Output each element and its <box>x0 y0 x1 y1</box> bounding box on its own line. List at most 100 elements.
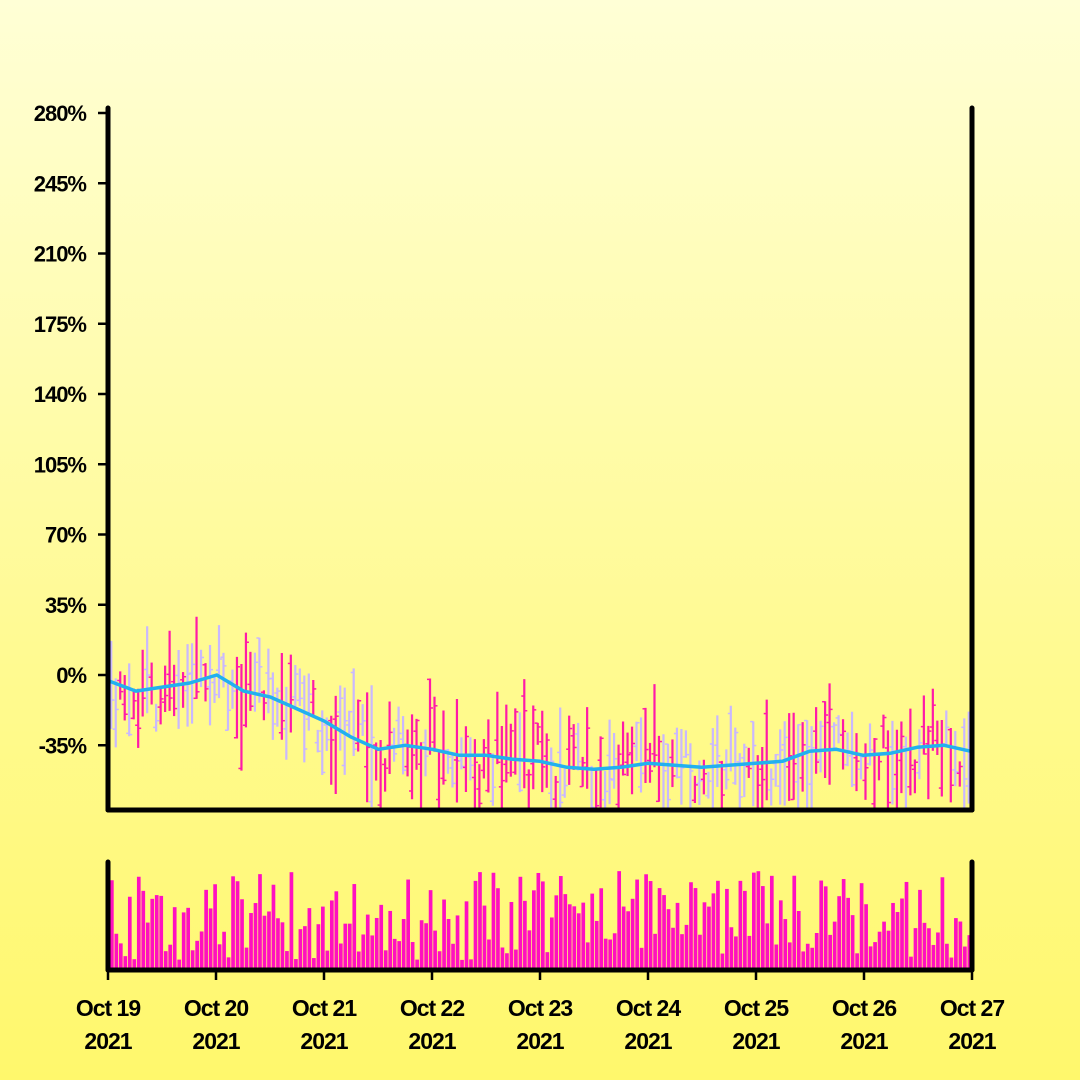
volume-bar <box>509 901 514 970</box>
volume-bar <box>460 959 464 970</box>
volume-bar <box>837 896 842 970</box>
y-tick-label: 70% <box>45 523 86 548</box>
volume-bar <box>145 922 150 970</box>
volume-bar <box>585 942 590 970</box>
x-tick-label-date: Oct 27 <box>940 995 1005 1021</box>
volume-bar <box>392 938 397 970</box>
volume-bar <box>873 942 877 970</box>
x-tick-label-date: Oct 25 <box>724 995 790 1021</box>
volume-bar <box>954 918 958 970</box>
x-tick-label-date: Oct 22 <box>400 995 465 1021</box>
volume-bar <box>419 920 424 970</box>
volume-bar <box>774 944 779 970</box>
volume-bar <box>114 933 119 970</box>
volume-bar <box>864 904 868 970</box>
volume-bar <box>424 923 428 970</box>
volume-bar <box>262 915 267 970</box>
volume-bar <box>765 923 770 970</box>
volume-bar <box>657 888 662 970</box>
volume-bar <box>312 958 316 970</box>
volume-bar <box>590 893 595 970</box>
volume-bar <box>913 928 918 970</box>
volume-bar <box>307 908 312 970</box>
volume-bar <box>581 902 586 970</box>
x-axis-ticks: Oct 19 2021 Oct 20 2021 Oct 21 2021 Oct 22 2021… <box>76 970 1005 1054</box>
volume-bar <box>127 896 132 970</box>
volume-bar <box>213 884 217 970</box>
volume-bar <box>505 953 509 970</box>
volume-bar <box>361 934 366 970</box>
volume-bar <box>567 904 572 970</box>
volume-bar <box>626 911 630 970</box>
volume-bar <box>325 950 330 970</box>
volume-bar <box>415 959 419 970</box>
volume-bar <box>801 951 806 970</box>
volume-bar <box>828 934 833 970</box>
volume-bar <box>698 934 702 970</box>
volume-bar <box>662 895 666 970</box>
volume-bar <box>747 935 752 970</box>
volume-bar <box>576 913 581 970</box>
volume-bar <box>276 918 280 970</box>
volume-bar <box>110 880 114 970</box>
volume-bar <box>729 927 734 970</box>
y-tick-label: 245% <box>34 171 87 196</box>
volume-bar <box>918 889 922 970</box>
volume-bar <box>909 956 913 970</box>
volume-bar <box>478 872 482 970</box>
y-tick-label: 35% <box>45 593 86 618</box>
volume-bar <box>289 872 294 970</box>
volume-bar <box>352 884 357 970</box>
volume-bar <box>900 898 904 970</box>
volume-bar <box>846 897 850 970</box>
x-tick-label-date: Oct 23 <box>508 995 573 1021</box>
x-tick-label-date: Oct 26 <box>832 995 897 1021</box>
volume-bar <box>545 952 550 970</box>
volume-bar <box>940 877 945 970</box>
volume-bar <box>500 947 505 970</box>
volume-bar <box>267 911 271 970</box>
volume-bar <box>455 915 460 970</box>
volume-bar <box>383 950 388 970</box>
volume-bar <box>536 872 541 970</box>
volume-bar <box>841 879 846 970</box>
volume-bar <box>181 912 186 970</box>
volume-bar <box>280 922 285 970</box>
volume-bar <box>473 880 478 970</box>
volume-bar <box>298 929 303 970</box>
x-tick-label-date: Oct 19 <box>76 995 141 1021</box>
volume-bar <box>796 911 801 970</box>
volume-bar <box>446 919 451 970</box>
volume-bar <box>922 922 927 970</box>
volume-bar <box>832 921 837 970</box>
volume-bar <box>253 903 258 970</box>
volume-bar <box>388 910 393 970</box>
volume-bar <box>374 917 379 970</box>
volume-bar <box>136 876 141 970</box>
volume-bar <box>859 883 864 970</box>
volume-bar <box>684 924 689 970</box>
volume-bar <box>868 946 873 970</box>
volume-bar <box>886 930 891 970</box>
volume-bar <box>778 900 783 970</box>
x-tick-label-date: Oct 24 <box>616 995 682 1021</box>
volume-bar <box>208 908 213 970</box>
volume-bar <box>805 943 810 970</box>
volume-bar <box>603 938 608 970</box>
volume-bar <box>621 906 626 970</box>
volume-bar <box>819 880 824 970</box>
volume-bar <box>258 874 262 970</box>
volume-bar <box>240 899 244 970</box>
volume-bar <box>451 943 455 970</box>
volume-bar <box>945 943 949 970</box>
volume-bar <box>648 881 653 970</box>
volume-bar <box>855 953 859 970</box>
volume-bar <box>356 951 361 970</box>
volume-bar <box>491 872 496 970</box>
volume-bar <box>891 902 895 970</box>
volume-bar <box>527 930 532 970</box>
volume-bar <box>608 939 613 970</box>
volume-bar <box>379 904 384 970</box>
x-tick-label-year: 2021 <box>408 1028 456 1054</box>
volume-bar <box>329 900 334 970</box>
